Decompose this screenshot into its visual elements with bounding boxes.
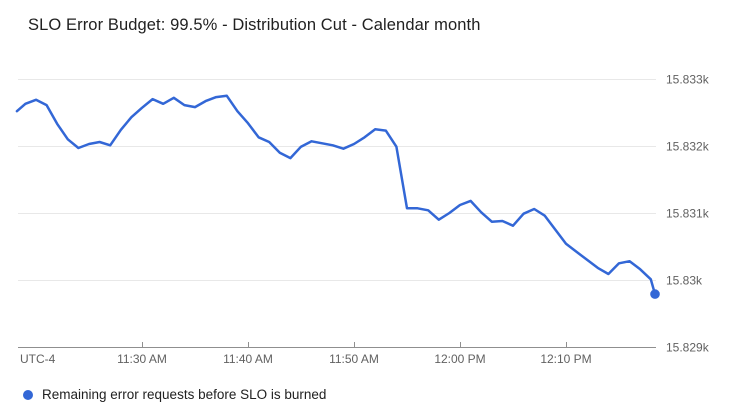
y-axis-tick-labels: 15.833k 15.832k 15.831k 15.83k 15.829k: [666, 73, 710, 355]
x-axis-tick-labels: 11:30 AM 11:40 AM 11:50 AM 12:00 PM 12:10 PM…: [20, 352, 592, 366]
x-tick-label: 11:50 AM: [329, 352, 379, 366]
chart-title: SLO Error Budget: 99.5% - Distribution C…: [28, 16, 481, 34]
latest-value-marker[interactable]: [650, 289, 660, 299]
legend-series-label: Remaining error requests before SLO is b…: [42, 387, 327, 402]
y-tick-label: 15.832k: [666, 140, 710, 154]
series-line[interactable]: [15, 94, 657, 296]
x-tick-label: 12:00 PM: [434, 352, 485, 366]
y-tick-label: 15.831k: [666, 207, 710, 221]
timezone-label: UTC-4: [20, 352, 56, 366]
x-tick-label: 12:10 PM: [540, 352, 591, 366]
x-tick-label: 11:40 AM: [223, 352, 273, 366]
legend-series-dot-icon: [23, 389, 33, 400]
y-tick-label: 15.83k: [666, 274, 703, 288]
legend: Remaining error requests before SLO is b…: [23, 387, 326, 402]
x-tick-label: 11:30 AM: [117, 352, 167, 366]
y-tick-label: 15.833k: [666, 73, 710, 87]
x-axis: [18, 342, 656, 348]
gridlines: [18, 79, 656, 281]
series-layer: [15, 94, 660, 299]
y-tick-label: 15.829k: [666, 341, 710, 355]
